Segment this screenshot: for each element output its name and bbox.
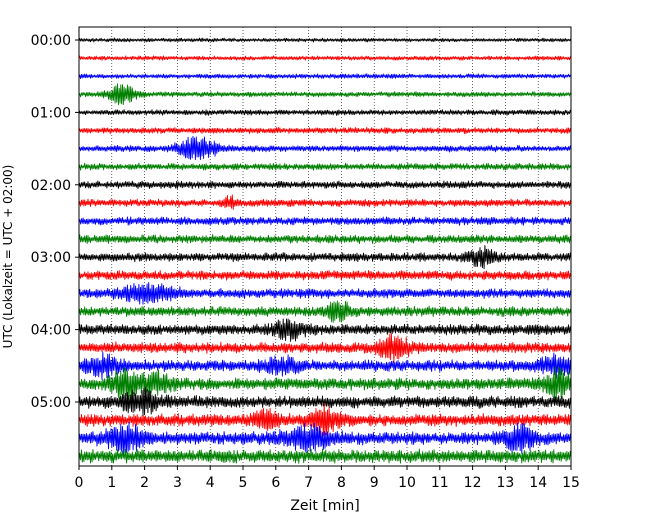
y-tick-label: 03:00: [31, 250, 71, 266]
seismogram-trace: [78, 55, 572, 61]
x-tick-label: 7: [304, 475, 313, 491]
seismogram-trace: [78, 180, 572, 190]
seismogram-trace: [78, 366, 572, 401]
x-tick-label: 13: [496, 475, 514, 491]
seismogram-trace: [78, 135, 572, 161]
seismogram-trace: [78, 270, 572, 281]
vertical-gridlines: [111, 27, 539, 466]
x-tick-label: 12: [464, 475, 482, 491]
seismogram-trace: [78, 333, 572, 364]
y-tick-label: 02:00: [31, 178, 71, 194]
x-tick-label: 10: [398, 475, 416, 491]
x-tick-label: 4: [206, 475, 215, 491]
x-tick-label: 11: [431, 475, 449, 491]
seismogram-trace: [78, 281, 572, 305]
x-tick-label: 15: [562, 475, 580, 491]
x-tick-label: 5: [239, 475, 248, 491]
seismogram-trace: [78, 351, 572, 380]
seismogram-trace: [78, 402, 572, 436]
seismogram-trace: [78, 109, 572, 116]
x-tick-label: 3: [173, 475, 182, 491]
x-tick-label: 8: [337, 475, 346, 491]
seismogram-trace: [78, 448, 572, 464]
seismogram-trace: [78, 318, 572, 342]
seismogram-trace: [78, 216, 572, 226]
x-tick-label: 9: [370, 475, 379, 491]
y-axis-ticks: 00:00 01:00 02:00 03:00 04:00 05:00: [31, 33, 79, 411]
seismogram-trace: [78, 387, 572, 416]
y-tick-label: 05:00: [31, 395, 71, 411]
x-tick-label: 14: [529, 475, 547, 491]
seismogram-trace: [78, 194, 572, 210]
y-tick-label: 01:00: [31, 105, 71, 121]
x-axis-ticks: 0 1 2 3 4 5 6 7 8 9 10 11 12 13 14 15: [75, 466, 580, 491]
seismogram-trace: [78, 234, 572, 245]
y-tick-label: 00:00: [31, 33, 71, 49]
trace-series: [78, 37, 572, 464]
x-tick-label: 2: [140, 475, 149, 491]
seismogram-trace: [78, 126, 572, 135]
seismogram-trace: [78, 422, 572, 456]
x-tick-label: 0: [75, 475, 84, 491]
x-tick-label: 6: [271, 475, 280, 491]
seismogram-trace: [78, 244, 572, 270]
y-tick-label: 04:00: [31, 323, 71, 339]
seismogram-trace: [78, 37, 572, 43]
x-axis-label: Zeit [min]: [290, 498, 359, 514]
seismogram-trace: [78, 162, 572, 171]
x-tick-label: 1: [107, 475, 116, 491]
y-axis-label: UTC (Lokalzeit = UTC + 02:00): [1, 165, 15, 349]
seismogram-trace: [78, 73, 572, 80]
plot-frame: [78, 26, 572, 467]
seismogram-trace: [78, 300, 572, 323]
seismogram-trace: [78, 83, 572, 106]
